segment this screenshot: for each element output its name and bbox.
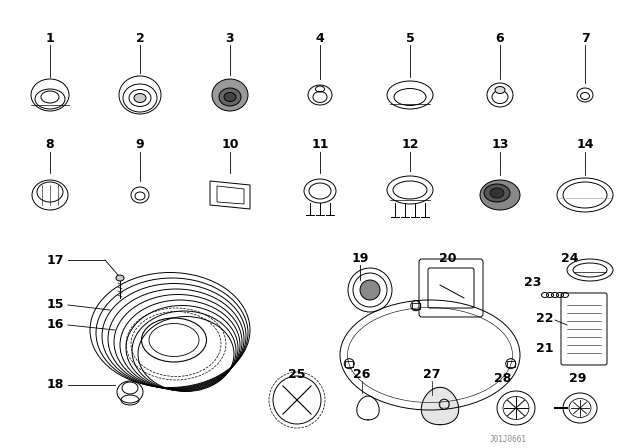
Text: 13: 13 (492, 138, 509, 151)
Text: 22: 22 (536, 311, 554, 324)
Text: 28: 28 (494, 371, 512, 384)
Text: 7: 7 (580, 31, 589, 44)
Text: 20: 20 (439, 251, 457, 264)
Ellipse shape (490, 188, 504, 198)
Ellipse shape (224, 92, 236, 102)
Text: 21: 21 (536, 341, 554, 354)
Ellipse shape (360, 280, 380, 300)
Text: 23: 23 (524, 276, 541, 289)
Text: 27: 27 (423, 367, 441, 380)
Text: 17: 17 (46, 254, 64, 267)
Polygon shape (421, 388, 459, 425)
Ellipse shape (495, 86, 505, 94)
Text: 8: 8 (45, 138, 54, 151)
Text: 24: 24 (561, 251, 579, 264)
Text: 15: 15 (46, 298, 64, 311)
Text: 16: 16 (46, 319, 64, 332)
Text: 10: 10 (221, 138, 239, 151)
Text: 9: 9 (136, 138, 144, 151)
Text: 18: 18 (46, 379, 64, 392)
Text: 12: 12 (401, 138, 419, 151)
Text: 26: 26 (353, 367, 371, 380)
Text: 11: 11 (311, 138, 329, 151)
Ellipse shape (219, 88, 241, 106)
Text: 4: 4 (316, 31, 324, 44)
Text: 29: 29 (570, 371, 587, 384)
Text: 5: 5 (406, 31, 414, 44)
Text: J01J0661: J01J0661 (490, 435, 527, 444)
Ellipse shape (116, 275, 124, 281)
Text: 2: 2 (136, 31, 145, 44)
Ellipse shape (134, 94, 146, 103)
Text: 6: 6 (496, 31, 504, 44)
Text: 3: 3 (226, 31, 234, 44)
Text: 1: 1 (45, 31, 54, 44)
Ellipse shape (212, 79, 248, 111)
Text: 14: 14 (576, 138, 594, 151)
Text: 25: 25 (288, 367, 306, 380)
Ellipse shape (480, 180, 520, 210)
Ellipse shape (484, 184, 510, 202)
Text: 19: 19 (351, 251, 369, 264)
